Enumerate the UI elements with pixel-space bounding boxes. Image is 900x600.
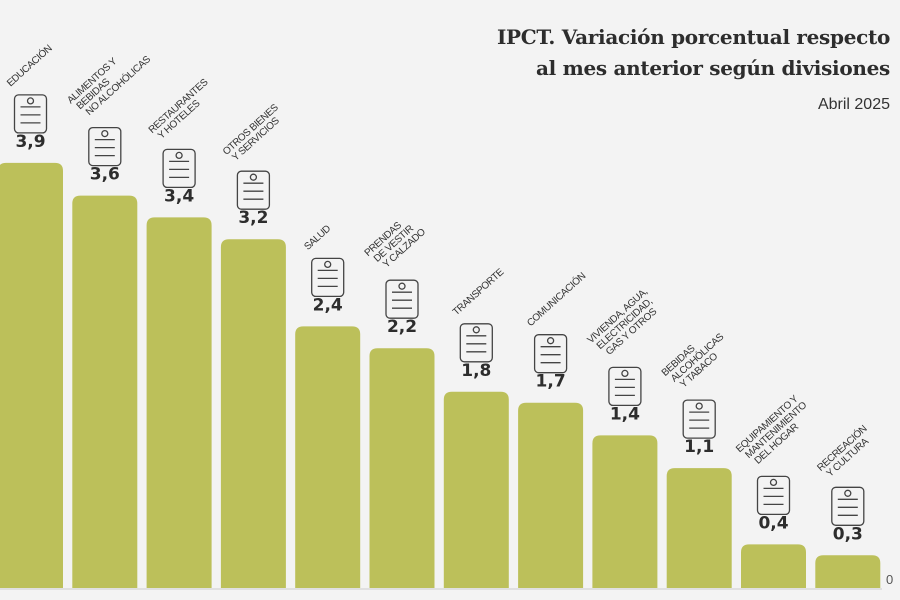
hospital-icon xyxy=(311,257,345,298)
y-tick-label: 0 xyxy=(886,572,893,587)
phone-icon xyxy=(533,334,568,374)
bar xyxy=(592,435,658,588)
diploma-icon xyxy=(13,94,48,134)
category-label: ALIMENTOS YBEBIDASNO ALCOHÓLICAS xyxy=(65,38,153,122)
value-label: 3,2 xyxy=(238,208,268,228)
bar xyxy=(741,544,806,588)
category-label: BEBIDASALCOHÓLICASY TABACO xyxy=(660,323,734,394)
bus-icon xyxy=(459,323,493,363)
category-label: OTROS BIENESY SERVICIOS xyxy=(221,102,288,165)
category-label: EDUCACIÓN xyxy=(4,42,55,90)
wine-bottle-icon xyxy=(682,399,716,439)
value-label: 2,2 xyxy=(387,317,417,337)
bar xyxy=(72,195,138,588)
salad-bowl-icon xyxy=(88,126,122,167)
house-bill-icon xyxy=(608,366,642,407)
bar xyxy=(518,402,584,588)
category-label: SALUD xyxy=(302,223,333,252)
chart-subtitle: Abril 2025 xyxy=(817,96,890,113)
value-label: 3,9 xyxy=(15,132,45,152)
category-label: PRENDASDE VESTIRY CALZADO xyxy=(363,211,429,275)
category-label: RESTAURANTESY HOTELES xyxy=(147,77,218,144)
category-label: EQUIPAMIENTO YMANTENIMIENTODEL HOGAR xyxy=(734,392,816,471)
bar xyxy=(815,555,881,588)
bar xyxy=(220,239,286,588)
bar xyxy=(146,217,212,588)
category-label: COMUNICACIÓN xyxy=(524,269,588,329)
category-label: RECREACIÓNY CULTURA xyxy=(814,422,876,482)
value-label: 0,3 xyxy=(833,524,863,544)
category-label: VIVIENDA, AGUA,ELECTRICIDAD,GAS Y OTROS xyxy=(585,286,663,361)
value-label: 3,4 xyxy=(164,186,194,206)
bar xyxy=(443,391,509,588)
bar xyxy=(0,162,63,588)
chart-title: IPCT. Variación porcentual respecto al m… xyxy=(497,25,890,80)
microwave-icon xyxy=(756,475,791,516)
value-label: 2,4 xyxy=(313,295,343,315)
value-label: 1,7 xyxy=(536,372,566,392)
gift-icon xyxy=(236,170,271,210)
value-label: 3,6 xyxy=(90,165,120,185)
value-label: 1,8 xyxy=(461,361,491,381)
value-label: 1,1 xyxy=(684,437,714,457)
bar xyxy=(666,468,732,588)
category-label: TRANSPORTE xyxy=(451,266,507,318)
plate-suitcase-icon xyxy=(162,148,196,189)
value-label: 1,4 xyxy=(610,404,640,424)
value-label: 0,4 xyxy=(758,513,788,533)
clothes-icon xyxy=(385,279,419,319)
bar xyxy=(369,348,435,588)
bar xyxy=(295,326,361,588)
camera-icon xyxy=(831,486,865,526)
